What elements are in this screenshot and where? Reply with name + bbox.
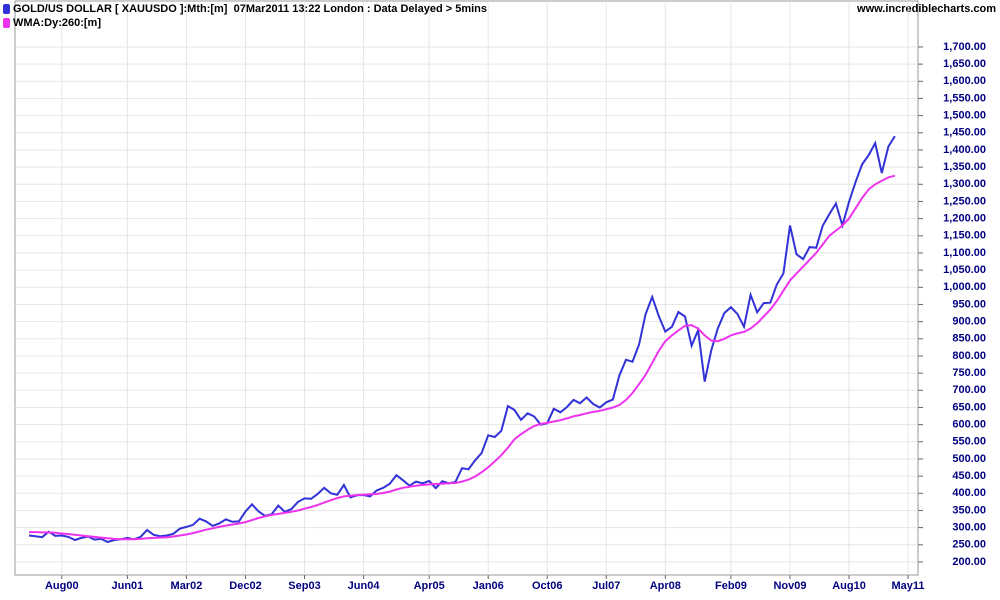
plot-frame (14, 0, 919, 576)
y-tick-label: 1,200.00 (943, 213, 986, 225)
y-tick-label: 950.00 (952, 298, 986, 310)
x-tick-label: May11 (892, 580, 925, 592)
legend-label: GOLD/US DOLLAR [ XAUUSDO ]:Mth:[m] 07Mar… (13, 3, 487, 15)
x-tick-label: Mar02 (171, 580, 203, 592)
y-tick-label: 1,600.00 (943, 75, 986, 87)
y-tick-label: 400.00 (952, 487, 986, 499)
x-tick-label: Aug00 (45, 580, 79, 592)
x-tick-label: Jan06 (473, 580, 504, 592)
y-tick-label: 1,050.00 (943, 264, 986, 276)
x-tick-label: Oct06 (532, 580, 563, 592)
x-tick-label: Nov09 (773, 580, 806, 592)
y-tick-label: 350.00 (952, 504, 986, 516)
legend-label: WMA:Dy:260:[m] (13, 17, 101, 29)
y-tick-label: 450.00 (952, 470, 986, 482)
y-tick-label: 650.00 (952, 401, 986, 413)
y-tick-label: 300.00 (952, 522, 986, 534)
y-tick-label: 600.00 (952, 419, 986, 431)
legend-swatch (3, 4, 10, 14)
y-tick-label: 550.00 (952, 436, 986, 448)
y-tick-label: 1,450.00 (943, 127, 986, 139)
y-tick-label: 1,000.00 (943, 281, 986, 293)
y-tick-label: 750.00 (952, 367, 986, 379)
y-tick-label: 1,650.00 (943, 58, 986, 70)
x-tick-label: Apr08 (650, 580, 681, 592)
y-tick-label: 1,400.00 (943, 144, 986, 156)
x-tick-label: Jul07 (592, 580, 620, 592)
y-tick-label: 900.00 (952, 316, 986, 328)
y-tick-label: 1,700.00 (943, 41, 986, 53)
y-tick-label: 500.00 (952, 453, 986, 465)
y-tick-label: 800.00 (952, 350, 986, 362)
y-tick-label: 1,250.00 (943, 195, 986, 207)
y-tick-label: 850.00 (952, 333, 986, 345)
y-tick-label: 250.00 (952, 539, 986, 551)
y-tick-label: 1,550.00 (943, 92, 986, 104)
x-tick-label: Feb09 (715, 580, 747, 592)
y-tick-label: 1,100.00 (943, 247, 986, 259)
y-tick-label: 700.00 (952, 384, 986, 396)
y-tick-label: 1,150.00 (943, 230, 986, 242)
line (29, 174, 896, 541)
y-tick-label: 1,350.00 (943, 161, 986, 173)
y-tick-label: 1,300.00 (943, 178, 986, 190)
x-tick-label: Dec02 (229, 580, 261, 592)
x-tick-label: Jun04 (348, 580, 381, 592)
source: www.incrediblecharts.com (856, 3, 996, 15)
x-tick-label: Apr05 (414, 580, 445, 592)
x-tick-label: Sep03 (288, 580, 320, 592)
y-tick-label: 200.00 (952, 556, 986, 568)
y-tick-label: 1,500.00 (943, 110, 986, 122)
line (28, 135, 896, 544)
x-tick-label: Jun01 (112, 580, 144, 592)
legend-swatch (3, 18, 10, 28)
x-tick-label: Aug10 (832, 580, 866, 592)
